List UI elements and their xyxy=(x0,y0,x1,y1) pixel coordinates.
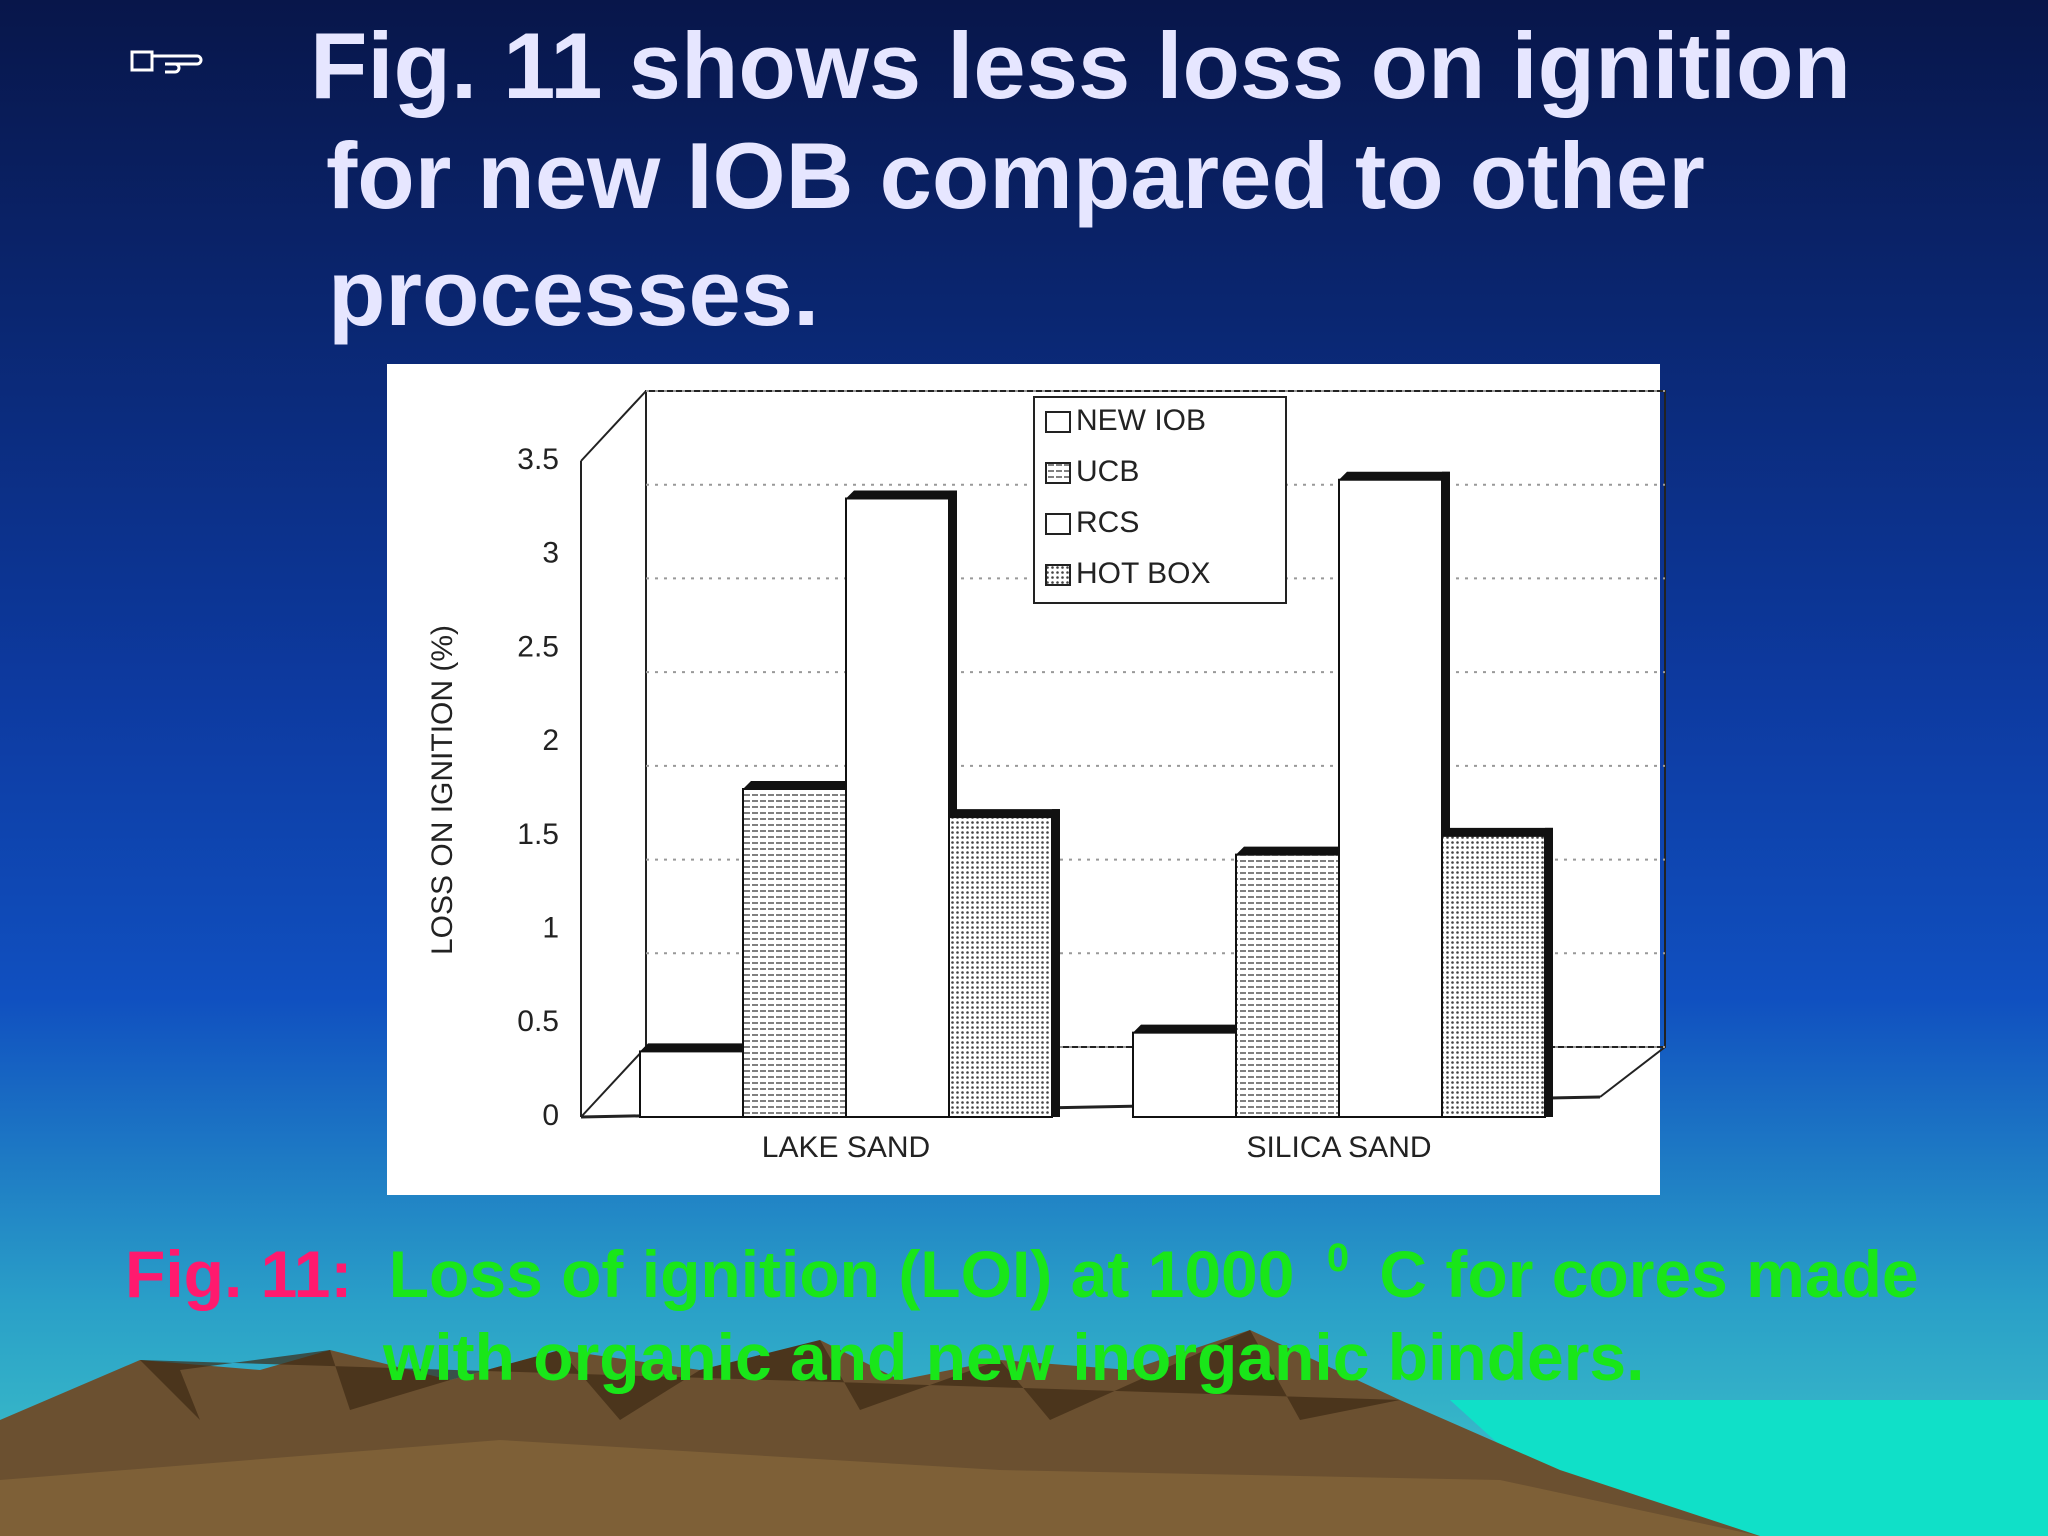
legend-label: RCS xyxy=(1076,506,1139,539)
y-tick-label: 0 xyxy=(542,1099,559,1132)
bar-top xyxy=(640,1043,751,1052)
legend-swatch xyxy=(1045,411,1071,433)
x-tick-label: SILICA SAND xyxy=(1246,1131,1431,1164)
y-tick-label: 3 xyxy=(542,537,559,570)
caption-line: Fig. 11: Loss of ignition (LOI) at 1000 … xyxy=(125,1211,1919,1311)
depth-edge xyxy=(580,390,647,462)
bar xyxy=(1132,1031,1237,1118)
bar xyxy=(639,1050,744,1119)
x-tick-label: LAKE SAND xyxy=(762,1131,930,1164)
bar xyxy=(1338,478,1443,1118)
title-line: for new IOB compared to other xyxy=(326,123,1705,228)
mountain-shadow xyxy=(140,1330,1400,1420)
title-line: Fig. 11 shows less loss on ignition xyxy=(310,13,1851,118)
bar xyxy=(1235,853,1340,1118)
caption-text: Loss of ignition (LOI) at 1000 xyxy=(389,1237,1295,1311)
bar xyxy=(742,788,847,1118)
bullet-icon xyxy=(130,50,203,74)
bar-top xyxy=(743,781,854,789)
y-tick-label: 1 xyxy=(542,911,559,944)
legend-swatch xyxy=(1045,462,1071,484)
foothills xyxy=(0,1440,1760,1536)
y-tick-label: 1.5 xyxy=(517,818,559,851)
caption-text: C for cores made xyxy=(1379,1237,1918,1311)
caption-label: Fig. 11: xyxy=(125,1237,352,1311)
legend-label: NEW IOB xyxy=(1076,404,1206,437)
legend-swatch xyxy=(1045,513,1071,535)
caption-line: with organic and new inorganic binders. xyxy=(382,1320,1644,1394)
bar xyxy=(1441,834,1546,1118)
y-tick-label: 3.5 xyxy=(517,443,559,476)
y-tick-label: 0.5 xyxy=(517,1005,559,1038)
chart: 0 0.5 1 1.5 2 2.5 3 3.5 LOSS ON IGNITION (%) LAKE… xyxy=(426,390,1666,1164)
bar-top xyxy=(846,490,957,499)
legend-swatch xyxy=(1045,564,1071,586)
bar xyxy=(948,816,1053,1118)
floor-right xyxy=(1599,1046,1666,1098)
caption-superscript: 0 xyxy=(1327,1236,1349,1280)
bar-side xyxy=(1442,471,1450,1117)
bar xyxy=(845,497,950,1118)
bar-top xyxy=(949,809,1060,818)
y-axis-label: LOSS ON IGNITION (%) xyxy=(426,625,459,955)
bar-side xyxy=(1545,827,1553,1117)
legend-box xyxy=(1033,396,1287,604)
y-tick-label: 2.5 xyxy=(517,630,559,663)
bar-top xyxy=(1133,1024,1244,1033)
title-line: processes. xyxy=(328,240,819,345)
bar-top xyxy=(1442,827,1553,836)
bar-top xyxy=(1339,471,1450,480)
legend-label: UCB xyxy=(1076,455,1139,488)
y-tick-label: 2 xyxy=(542,724,559,757)
bar-side xyxy=(1052,809,1060,1117)
bar-top xyxy=(1236,846,1347,855)
floor-left xyxy=(580,1046,647,1118)
bar-side xyxy=(949,490,957,1117)
legend-label: HOT BOX xyxy=(1076,557,1210,590)
